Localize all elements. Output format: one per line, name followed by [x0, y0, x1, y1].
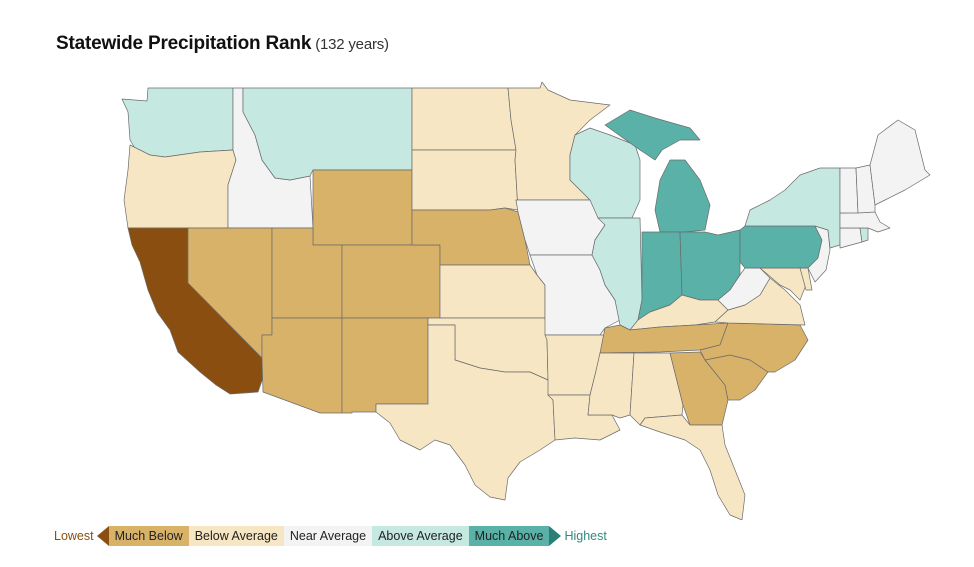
state-or[interactable] — [123, 144, 237, 229]
state-wi[interactable] — [569, 127, 641, 219]
state-co[interactable] — [341, 244, 441, 319]
state-az[interactable] — [261, 317, 343, 414]
state-nm[interactable] — [341, 317, 429, 414]
state-fl[interactable] — [639, 414, 746, 520]
state-ia[interactable] — [515, 199, 606, 256]
legend-near-average: Near Average — [283, 526, 373, 546]
state-wy[interactable] — [312, 169, 413, 246]
state-ma[interactable] — [839, 211, 891, 233]
legend-much-below: Much Below — [108, 526, 189, 546]
legend-highest-label: Highest — [564, 529, 607, 543]
state-mi[interactable] — [604, 109, 711, 233]
map-title-main: Statewide Precipitation Rank — [56, 33, 312, 54]
state-me[interactable] — [869, 119, 931, 206]
state-mt[interactable] — [242, 87, 413, 181]
state-vt[interactable] — [839, 167, 859, 214]
state-nd[interactable] — [411, 87, 517, 151]
legend-lowest-label: Lowest — [54, 529, 94, 543]
state-sd[interactable] — [411, 149, 519, 211]
legend-above-average: Above Average — [372, 526, 469, 546]
state-nc[interactable] — [699, 322, 809, 373]
legend: Lowest Much Below Below Average Near Ave… — [54, 526, 610, 546]
state-nh[interactable] — [855, 164, 876, 214]
us-choropleth-map — [121, 81, 931, 520]
state-wv[interactable] — [717, 267, 771, 311]
legend-below-average: Below Average — [188, 526, 284, 546]
record-high-arrow-icon — [549, 526, 562, 546]
state-tx[interactable] — [375, 324, 556, 501]
state-wa[interactable] — [121, 87, 234, 158]
state-ks[interactable] — [439, 264, 546, 319]
record-low-arrow-icon — [96, 526, 109, 546]
state-ct[interactable] — [839, 227, 863, 249]
state-ne[interactable] — [411, 207, 531, 266]
map-title: Statewide Precipitation Rank (132 years) — [56, 33, 389, 55]
map-title-sub: (132 years) — [315, 36, 389, 53]
legend-much-above: Much Above — [468, 526, 550, 546]
state-pa[interactable] — [739, 225, 823, 269]
